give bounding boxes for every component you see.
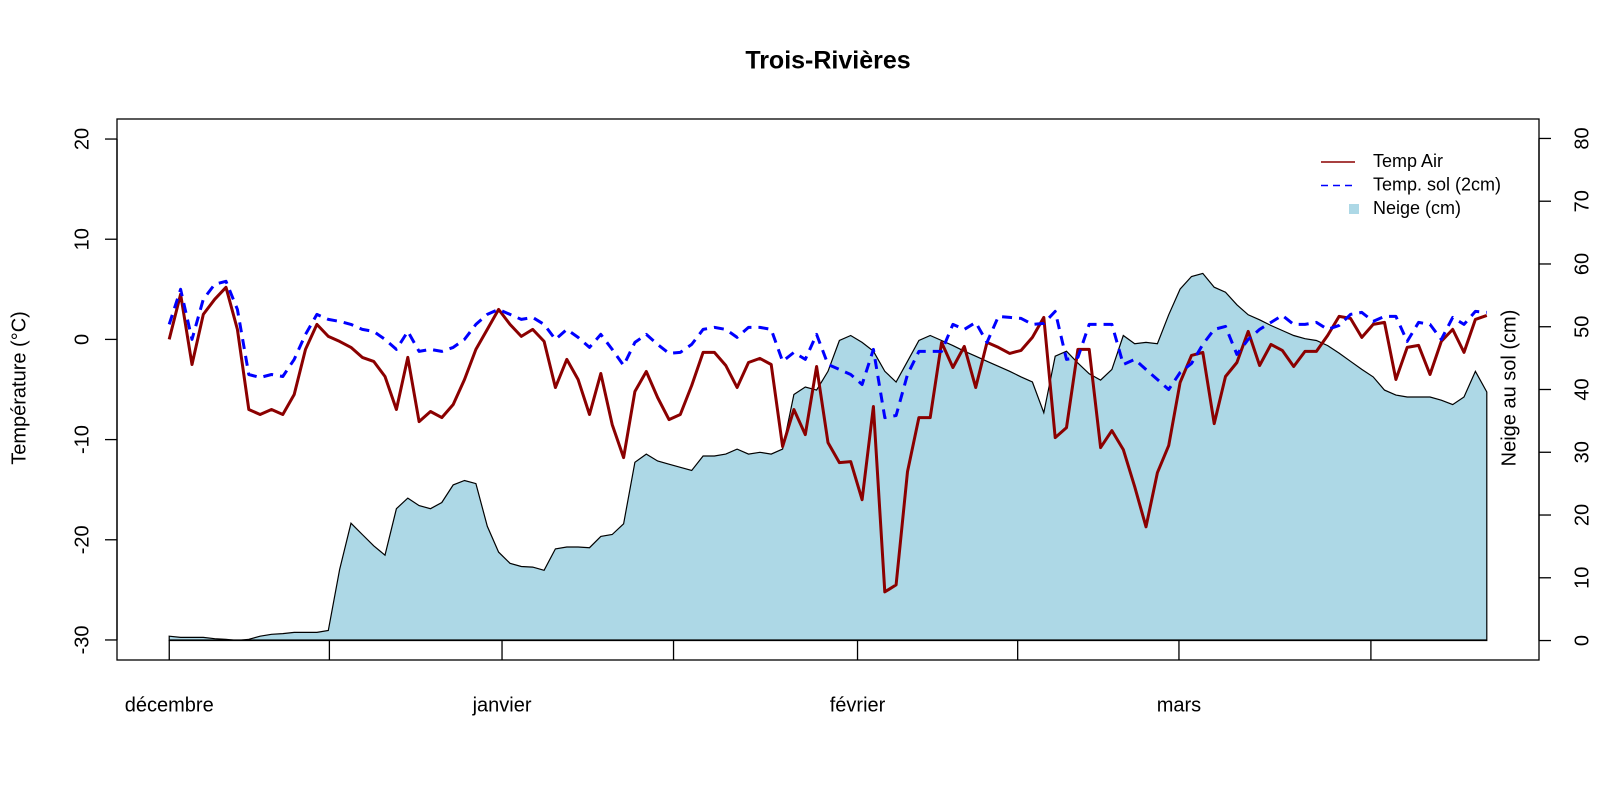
- y-tick-label: -10: [71, 425, 93, 454]
- x-tick-label: janvier: [472, 694, 532, 716]
- y2-tick-label: 60: [1571, 253, 1593, 275]
- y2-tick-label: 10: [1571, 567, 1593, 589]
- legend-label: Temp Air: [1373, 151, 1443, 171]
- y-tick-label: -30: [71, 626, 93, 655]
- y-tick-label: 0: [71, 334, 93, 345]
- line: [167, 285, 1488, 594]
- x-tick-label: décembre: [125, 694, 214, 716]
- y2-tick-label: 70: [1571, 190, 1593, 212]
- y2-tick-label: 80: [1571, 127, 1593, 149]
- y2-tick-label: 20: [1571, 504, 1593, 526]
- y-axis-title: Température (°C): [8, 311, 30, 465]
- y-tick-label: -20: [71, 525, 93, 554]
- y2-axis-title: Neige au sol (cm): [1498, 310, 1520, 467]
- snow-area: [168, 272, 1488, 642]
- y2-tick-label: 40: [1571, 378, 1593, 400]
- x-tick-label: mars: [1157, 694, 1201, 716]
- y2-tick-label: 30: [1571, 441, 1593, 463]
- legend-swatch: [1349, 204, 1359, 214]
- legend-label: Temp. sol (2cm): [1373, 174, 1501, 194]
- y-tick-label: 20: [71, 128, 93, 150]
- y2-tick-label: 0: [1571, 635, 1593, 646]
- y-tick-label: 10: [71, 228, 93, 250]
- y2-tick-label: 50: [1571, 316, 1593, 338]
- legend-label: Neige (cm): [1373, 198, 1461, 218]
- x-tick-label: février: [830, 694, 886, 716]
- chart-title: Trois-Rivières: [745, 47, 910, 75]
